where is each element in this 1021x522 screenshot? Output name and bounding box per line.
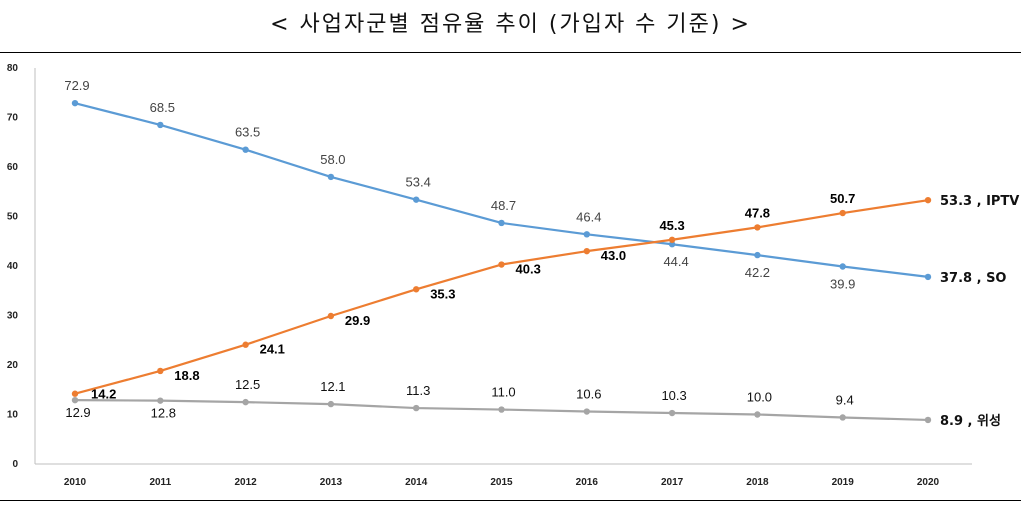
data-point [924,196,932,204]
data-point [71,99,79,107]
x-tick-label: 2017 [661,477,684,488]
data-point [668,409,676,417]
series-line [74,102,929,278]
data-label: 53.4 [406,175,431,190]
data-label: 14.2 [91,387,116,402]
data-point [839,414,846,421]
data-label: 53.3 , IPTV [940,194,1019,209]
data-point [71,390,79,397]
data-point [157,367,164,375]
x-tick-label: 2014 [405,477,428,488]
data-point [924,273,932,281]
y-tick-label: 40 [7,261,19,272]
data-point [413,286,420,293]
data-point [754,224,761,231]
x-tick-label: 2016 [576,477,599,488]
data-label: 37.8 , SO [940,271,1006,286]
data-point [242,146,249,153]
data-point [583,231,590,238]
chart-title: < 사업자군별 점유율 추이 (가입자 수 기준) > [270,12,751,37]
data-label: 39.9 [830,276,855,291]
x-tick-label: 2012 [234,477,257,488]
bottom-divider [0,500,1021,501]
x-tick-label: 2018 [746,477,769,488]
data-label: 48.7 [491,198,516,213]
data-point [583,408,590,415]
x-tick-label: 2020 [917,477,940,488]
data-label: 10.3 [661,388,686,403]
data-label: 44.4 [663,254,688,269]
data-label: 24.1 [260,342,285,357]
data-point [668,241,676,248]
data-point [327,400,335,408]
data-label: 11.3 [406,383,430,398]
data-point [498,406,505,413]
data-point [754,251,761,259]
data-label: 12.8 [151,406,176,421]
data-label: 35.3 [430,286,455,301]
data-label: 50.7 [830,191,855,206]
y-tick-label: 30 [7,311,19,322]
data-label: 12.5 [235,377,260,392]
data-point [498,219,505,227]
data-point [924,416,932,424]
top-divider [0,52,1021,53]
series-layer [71,99,932,424]
y-tick-label: 10 [7,410,19,421]
y-tick-label: 20 [7,360,19,371]
data-label: 42.2 [745,265,770,280]
axes: 0 10 20 30 40 50 60 70 80 2010 2011 2012 2013 2014 201… [7,63,972,488]
data-point [327,173,335,181]
data-point [71,396,79,404]
y-tick-label: 70 [7,113,19,124]
data-label: 8.9 , 위성 [940,414,1001,429]
data-point [498,261,505,268]
data-label: 43.0 [601,248,626,263]
data-label: 68.5 [150,100,175,115]
data-label: 12.9 [65,405,90,420]
data-label: 40.3 [516,262,541,277]
data-point [668,236,676,243]
data-label: 9.4 [836,392,854,407]
data-label: 72.9 [64,78,89,93]
data-label: 10.0 [747,390,772,405]
x-tick-label: 2010 [64,477,87,488]
series-line [74,199,929,395]
data-label: 10.6 [576,387,601,402]
data-point [839,263,846,270]
data-point [413,196,420,203]
data-point [839,209,846,217]
y-tick-label: 0 [12,459,18,470]
data-label: 45.3 [659,218,684,233]
x-tick-label: 2019 [832,477,855,488]
data-point [327,312,335,320]
data-point [413,404,420,412]
data-label: 58.0 [320,152,345,167]
data-point [242,398,249,406]
x-tick-label: 2015 [490,477,513,488]
data-point [242,341,249,348]
data-label: 47.8 [745,205,770,220]
x-tick-label: 2011 [149,477,171,488]
data-label: 29.9 [345,313,370,328]
data-point [583,247,590,255]
data-point [157,121,164,129]
data-label: 46.4 [576,209,601,224]
data-label: 63.5 [235,125,260,140]
data-label: 18.8 [174,368,199,383]
y-tick-label: 50 [7,212,19,223]
data-point [754,411,761,418]
data-point [157,397,164,404]
y-tick-label: 80 [7,63,19,74]
data-label: 11.0 [491,385,515,400]
data-label: 12.1 [320,379,345,394]
y-tick-label: 60 [7,162,19,173]
label-layer: 72.9 68.5 63.5 58.0 53.4 48.7 46.4 44.4 42.2 39.9… [64,78,1019,429]
x-tick-label: 2013 [320,477,343,488]
